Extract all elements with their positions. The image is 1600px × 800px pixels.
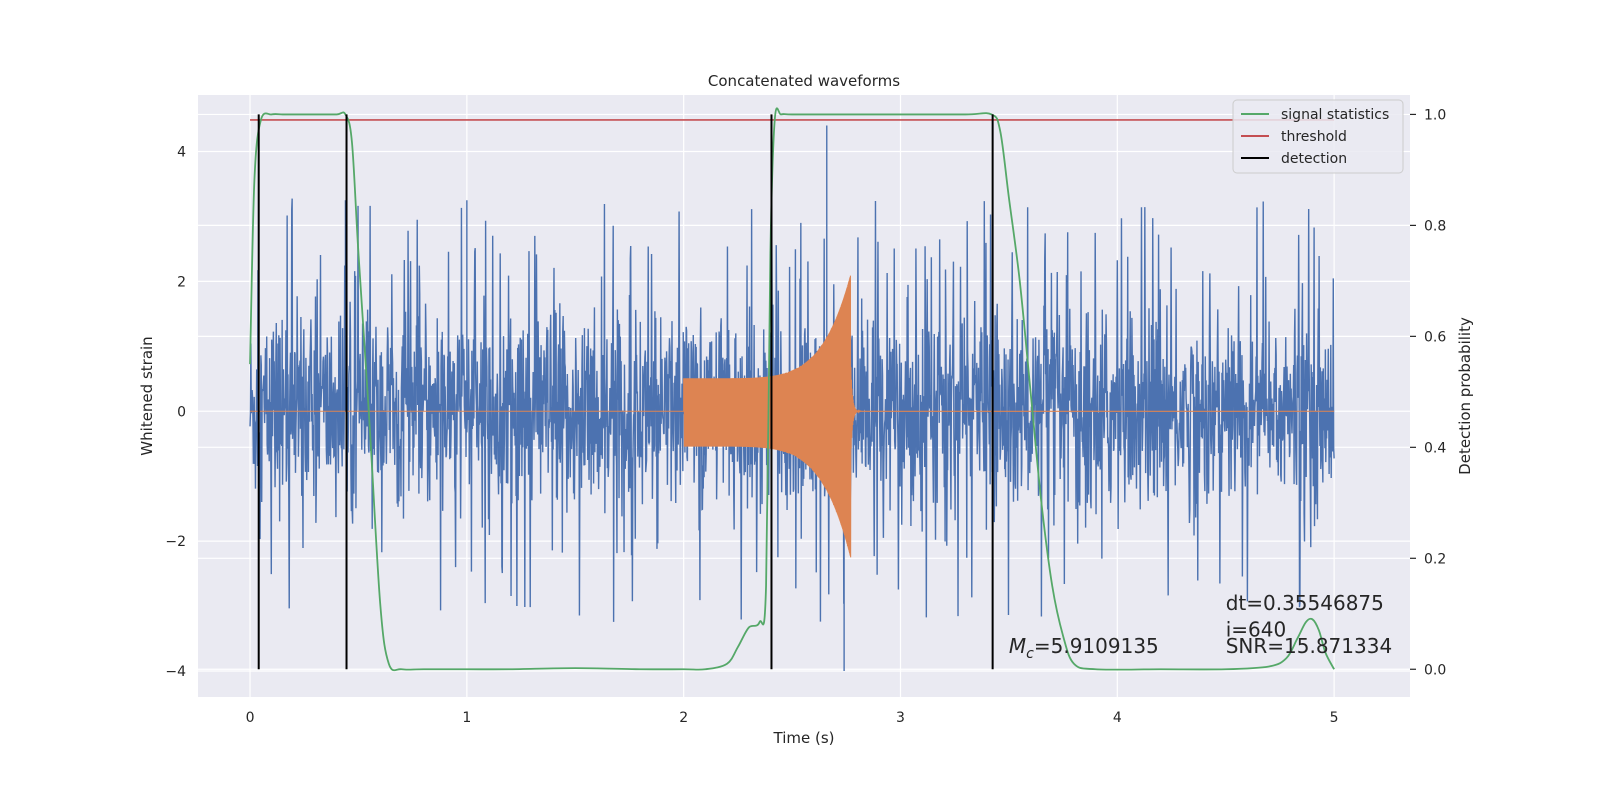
- chart-title: Concatenated waveforms: [708, 72, 900, 90]
- annotation-text: SNR=15.871334: [1226, 634, 1392, 658]
- y-tick-label: −4: [165, 664, 186, 680]
- y-tick-label-right: 0.2: [1424, 551, 1446, 567]
- y-tick-label: 2: [177, 274, 186, 290]
- y-tick-label-right: 0.8: [1424, 218, 1446, 234]
- legend-label: threshold: [1281, 129, 1347, 145]
- annotation-text: i=640: [1226, 618, 1287, 642]
- y-axis-label: Whitened strain: [138, 336, 156, 455]
- annotation-text: dt=0.35546875: [1226, 591, 1384, 615]
- y-tick-label-right: 1.0: [1424, 107, 1446, 123]
- y-tick-label: −2: [165, 534, 186, 550]
- x-tick-label: 2: [679, 710, 688, 726]
- x-tick-label: 4: [1113, 710, 1122, 726]
- y-tick-label: 4: [177, 144, 186, 160]
- x-tick-label: 5: [1330, 710, 1339, 726]
- x-tick-label: 1: [462, 710, 471, 726]
- y-tick-label-right: 0.0: [1424, 662, 1446, 678]
- x-axis-label: Time (s): [773, 729, 835, 747]
- legend-label: detection: [1281, 151, 1347, 167]
- annotation-text: Mc=5.9109135: [1009, 634, 1159, 662]
- legend: signal statistics threshold detection: [1232, 99, 1404, 174]
- x-tick-label: 3: [896, 710, 905, 726]
- legend-box: [1232, 99, 1404, 174]
- signal-statistics-line: [249, 107, 1335, 672]
- y-axis-label-right: Detection probability: [1456, 317, 1474, 475]
- y-tick-label-right: 0.6: [1424, 329, 1446, 345]
- y-tick-label-right: 0.4: [1424, 440, 1446, 456]
- x-tick-label: 0: [246, 710, 255, 726]
- legend-label: signal statistics: [1281, 107, 1389, 123]
- y-tick-label: 0: [177, 404, 186, 420]
